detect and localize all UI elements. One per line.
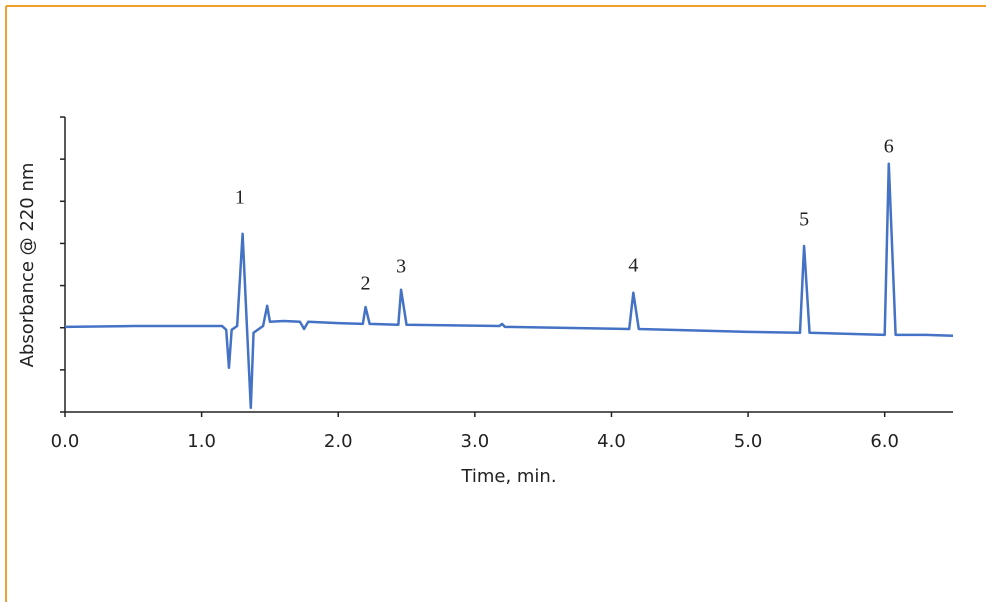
x-tick-label: 4.0 — [597, 431, 626, 452]
peak-label: 5 — [799, 208, 809, 230]
y-axis-label: Absorbance @ 220 nm — [17, 163, 38, 368]
x-tick-label: 3.0 — [461, 431, 490, 452]
peak-label: 6 — [884, 135, 894, 157]
peak-label: 2 — [361, 272, 371, 294]
peak-label: 4 — [628, 255, 638, 277]
trace — [64, 162, 954, 410]
peak-label: 3 — [396, 255, 406, 277]
x-tick-label: 0.0 — [51, 431, 80, 452]
x-tick-label: 5.0 — [734, 431, 763, 452]
x-tick-label: 2.0 — [324, 431, 353, 452]
x-tick-label: 1.0 — [187, 431, 216, 452]
peak-label: 1 — [235, 186, 245, 208]
x-axis-label: Time, min. — [460, 466, 556, 487]
x-tick-label: 6.0 — [870, 431, 899, 452]
